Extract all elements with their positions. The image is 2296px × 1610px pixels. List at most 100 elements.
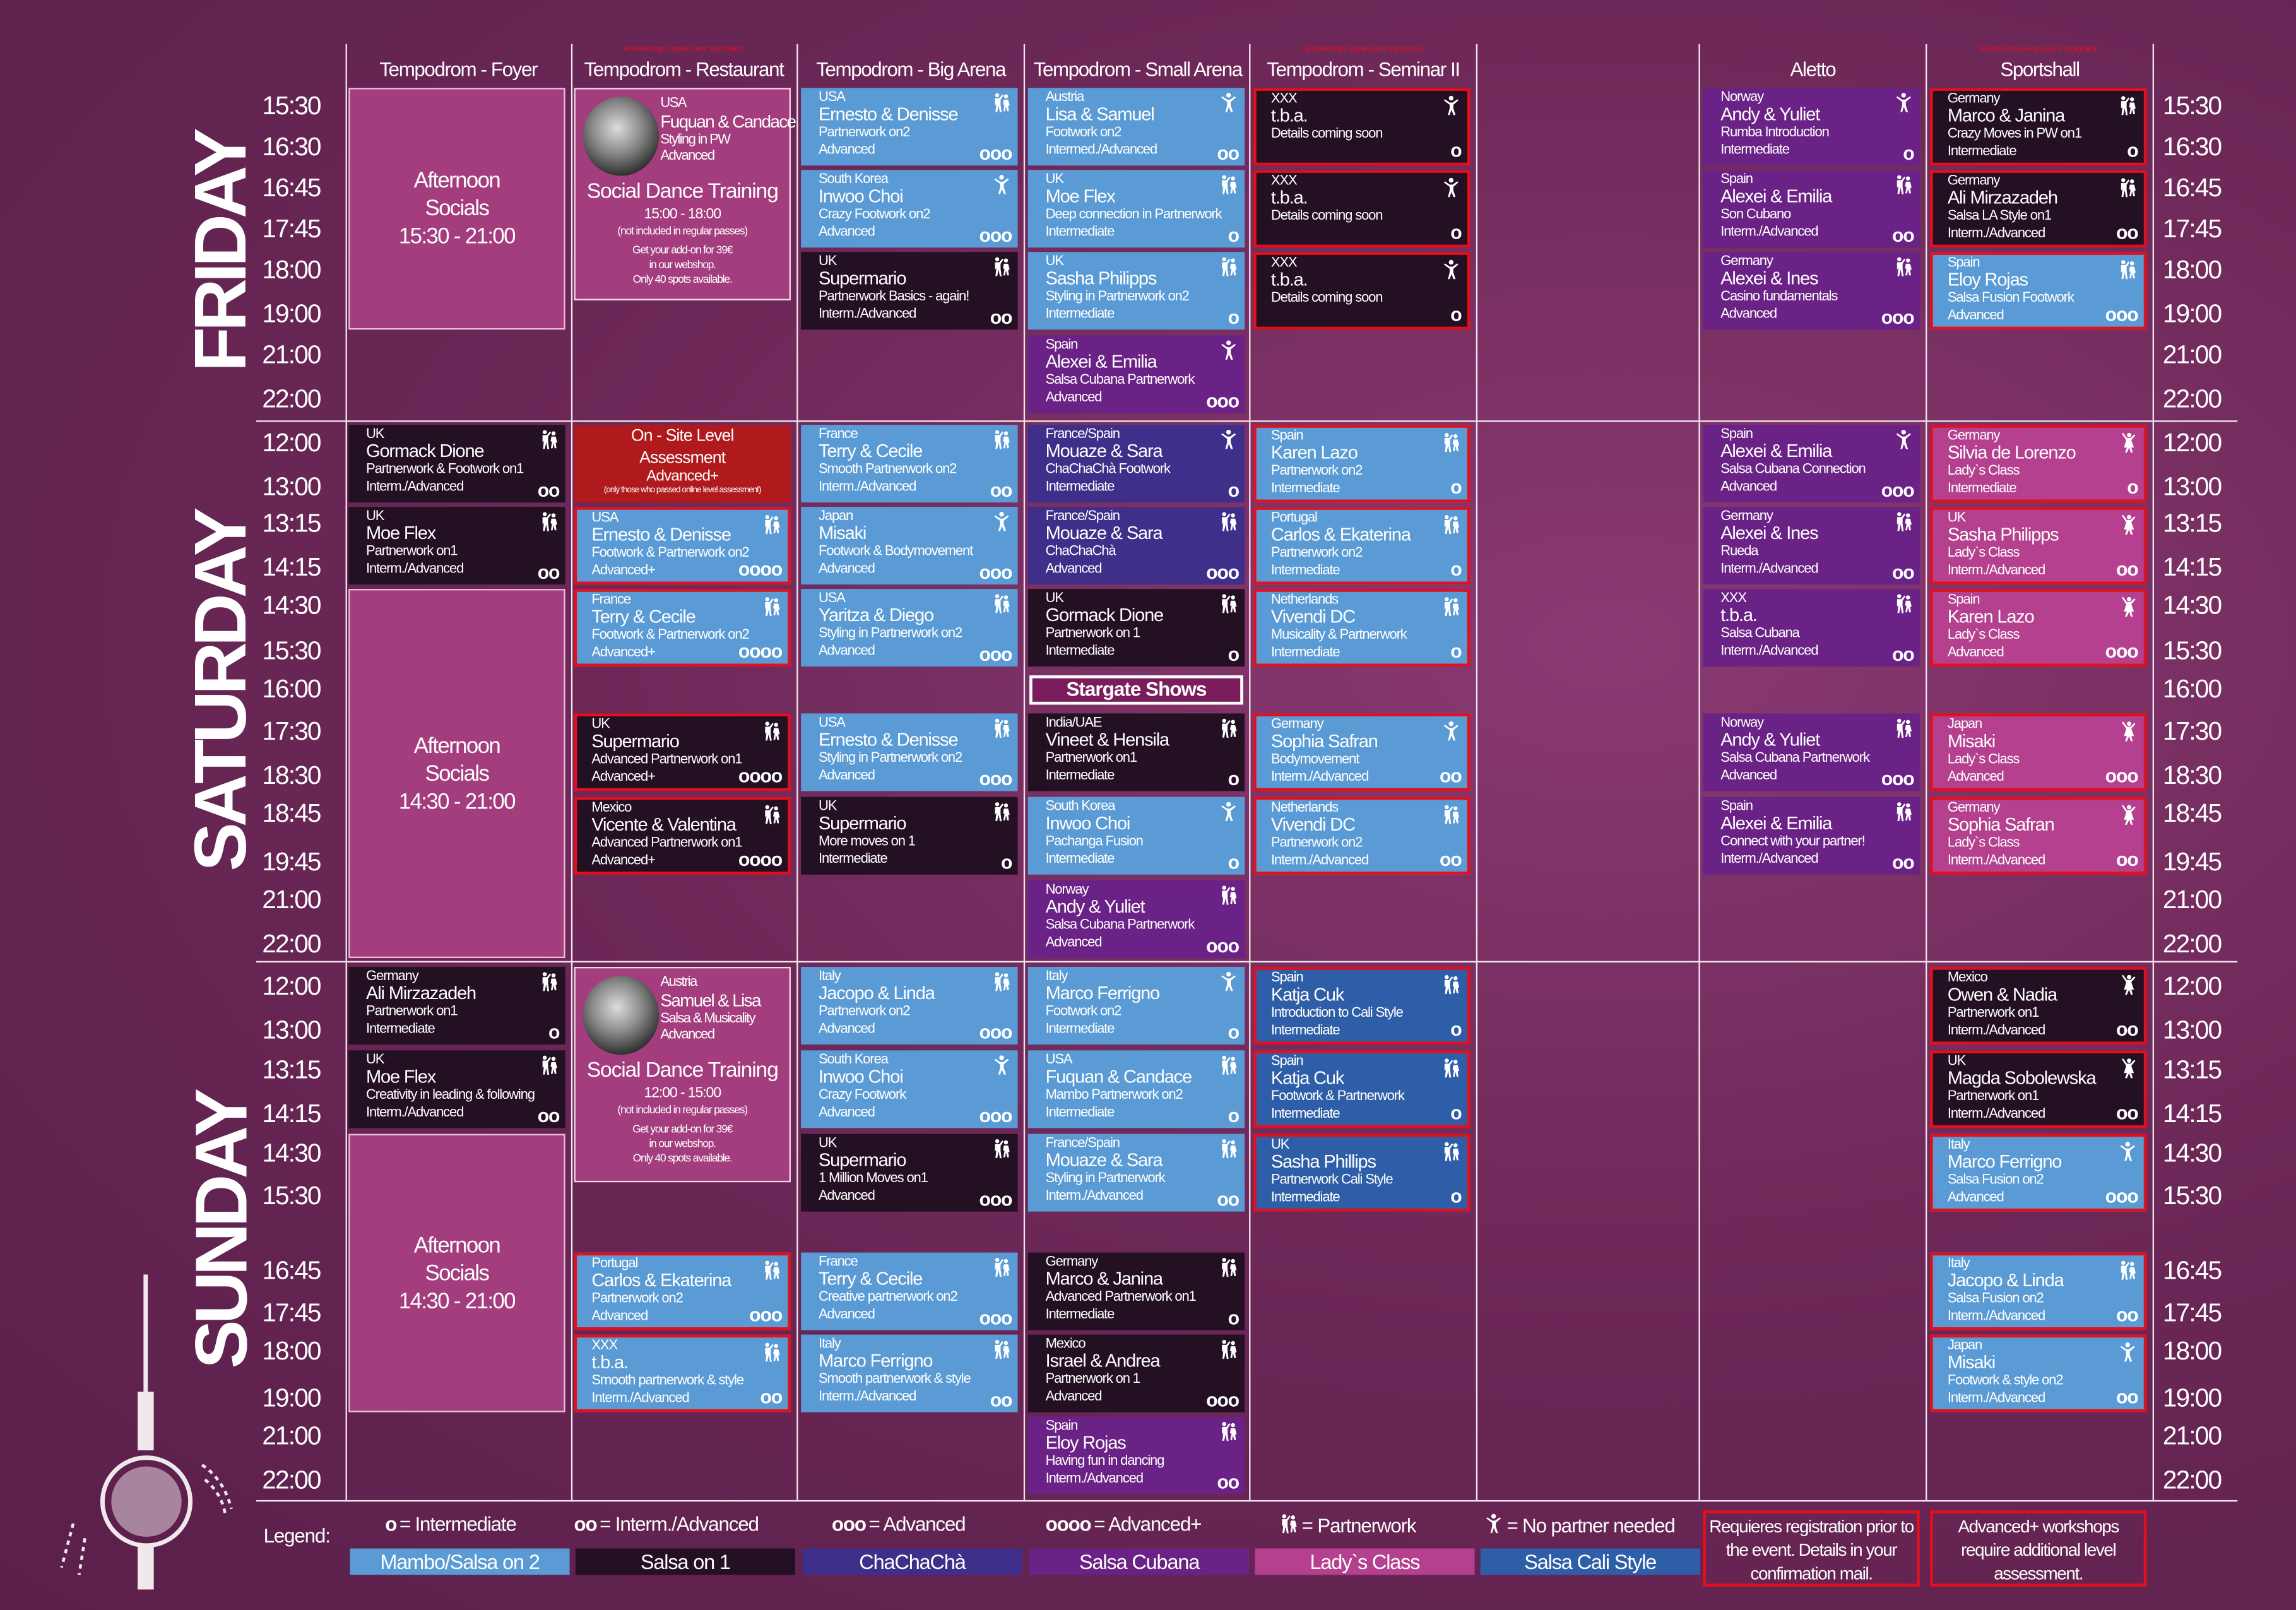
workshop-card[interactable]: USA Fuquan & Candace Mambo Partnerwork on2… <box>1027 1050 1245 1128</box>
workshop-card[interactable]: USA Ernesto & Denisse Styling in Partnerwo… <box>801 713 1018 791</box>
workshop-card[interactable]: Spain Eloy Rojas Having fun in dancing Inte… <box>1027 1416 1245 1495</box>
workshop-card[interactable]: Spain Eloy Rojas Salsa Fusion Footwork Adva… <box>1930 252 2147 330</box>
workshop-card[interactable]: USA Yaritza & Diego Styling in Partnerwork… <box>801 589 1018 667</box>
workshop-card[interactable]: UK Supermario More moves on 1 Intermediate o <box>801 796 1018 875</box>
workshop-card[interactable]: Portugal Carlos & Ekaterina Partnerwork on… <box>574 1252 791 1330</box>
workshop-card[interactable]: UK Supermario 1 Million Moves on1 Advanced o… <box>801 1134 1018 1212</box>
workshop-card[interactable]: Spain Karen Lazo Partnerwork on2 Intermedia… <box>1253 425 1471 503</box>
workshop-card[interactable]: USA Ernesto & Denisse Partnerwork on2 Advan… <box>801 88 1018 166</box>
workshop-card[interactable]: XXX t.b.a. Details coming soon o <box>1253 170 1471 248</box>
workshop-card[interactable]: USA Ernesto & Denisse Footwork & Partnerwo… <box>574 507 791 585</box>
workshop-country: Spain <box>1720 798 1753 815</box>
workshop-card[interactable]: Italy Marco Ferrigno Footwork on2 Intermedi… <box>1027 966 1245 1045</box>
workshop-title: Lady`s Class <box>1947 545 2020 562</box>
workshop-card[interactable]: Germany Sophia Safran Lady`s Class Interm./… <box>1930 796 2147 875</box>
workshop-card[interactable]: Spain Karen Lazo Lady`s Class Advanced ooo <box>1930 589 2147 667</box>
workshop-card[interactable]: France/Spain Mouaze & Sara Styling in Part… <box>1027 1134 1245 1212</box>
workshop-card[interactable]: Mexico Owen & Nadia Partnerwork on1 Interm.… <box>1930 966 2147 1045</box>
workshop-card[interactable]: Austria Lisa & Samuel Footwork on2 Intermed… <box>1027 88 1245 166</box>
workshop-card[interactable]: Italy Jacopo & Linda Partnerwork on2 Advanc… <box>801 966 1018 1045</box>
level-dots: o <box>1000 851 1013 873</box>
level-dots: oo <box>990 479 1013 501</box>
workshop-card[interactable]: Japan Misaki Footwork & Bodymovement Advanc… <box>801 507 1018 585</box>
level-dots: ooo <box>979 1188 1012 1210</box>
workshop-level: Interm./Advanced <box>1947 1022 2045 1039</box>
training-time: 15:00 - 18:00 <box>644 206 721 223</box>
partnerwork-icon <box>1279 1513 1299 1538</box>
workshop-card[interactable]: South Korea Inwoo Choi Pachanga Fusion Inte… <box>1027 796 1245 875</box>
workshop-card[interactable]: Germany Alexei & Ines Casino fundamentals A… <box>1703 252 1920 330</box>
workshop-level: Interm./Advanced <box>1947 1390 2045 1407</box>
workshop-level: Advanced+ <box>591 852 656 869</box>
workshop-card[interactable]: Norway Andy & Yuliet Rumba Introduction Int… <box>1703 88 1920 166</box>
workshop-card[interactable]: Norway Andy & Yuliet Salsa Cubana Partnerw… <box>1703 713 1920 791</box>
instructor-name: Terry & Cecile <box>818 441 923 462</box>
workshop-card[interactable]: XXX t.b.a. Details coming soon o <box>1253 252 1471 330</box>
workshop-card[interactable]: UK Moe Flex Creativity in leading & follow… <box>348 1050 565 1128</box>
workshop-card[interactable]: Japan Misaki Lady`s Class Advanced ooo <box>1930 713 2147 791</box>
workshop-card[interactable]: XXX t.b.a. Smooth partnerwork & style Inter… <box>574 1334 791 1412</box>
workshop-card[interactable]: UK Magda Sobolewska Partnerwork on1 Interm.… <box>1930 1050 2147 1128</box>
workshop-country: XXX <box>1270 90 1298 107</box>
spots-text: Only 40 spots available. <box>632 1151 733 1165</box>
level: Advanced <box>660 1027 715 1043</box>
workshop-card[interactable]: Netherlands Vivendi DC Musicality & Partne… <box>1253 589 1471 667</box>
level-dots: oo <box>2116 1101 2139 1124</box>
workshop-card[interactable]: UK Gormack Dione Partnerwork on 1 Intermedi… <box>1027 589 1245 667</box>
socials-line2: Socials <box>425 761 489 786</box>
workshop-card[interactable]: Spain Katja Cuk Introduction to Cali Style… <box>1253 966 1471 1045</box>
workshop-card[interactable]: XXX t.b.a. Salsa Cubana Interm./Advanced oo <box>1703 589 1920 667</box>
workshop-card[interactable]: France Terry & Cecile Smooth Partnerwork o… <box>801 425 1018 503</box>
workshop-card[interactable]: India/UAE Vineet & Hensila Partnerwork on1… <box>1027 713 1245 791</box>
workshop-title: Partnerwork on1 <box>366 1003 458 1020</box>
workshop-card[interactable]: France/Spain Mouaze & Sara ChaChaChà Footw… <box>1027 425 1245 503</box>
workshop-card[interactable]: Spain Katja Cuk Footwork & Partnerwork Inte… <box>1253 1050 1471 1128</box>
workshop-card[interactable]: UK Sasha Philipps Lady`s Class Interm./Adva… <box>1930 507 2147 585</box>
workshop-card[interactable]: Germany Alexei & Ines Rueda Interm./Advance… <box>1703 507 1920 585</box>
workshop-card[interactable]: France Terry & Cecile Creative partnerwork… <box>801 1252 1018 1330</box>
workshop-card[interactable]: UK Gormack Dione Partnerwork & Footwork on… <box>348 425 565 503</box>
social-dance-training-card[interactable]: Austria Samuel & Lisa Salsa & Musicality Ad… <box>574 966 791 1183</box>
legend-icon-partner: = Partnerwork <box>1279 1513 1417 1538</box>
instructor-name: Eloy Rojas <box>1947 269 2028 290</box>
workshop-card[interactable]: UK Supermario Partnerwork Basics - again! I… <box>801 252 1018 330</box>
workshop-card[interactable]: France/Spain Mouaze & Sara ChaChaChà Advanc… <box>1027 507 1245 585</box>
workshop-card[interactable]: Netherlands Vivendi DC Partnerwork on2 Inte… <box>1253 796 1471 875</box>
level-dots: oo <box>990 1388 1013 1411</box>
workshop-card[interactable]: Mexico Vicente & Valentina Advanced Partne… <box>574 796 791 875</box>
workshop-card[interactable]: Italy Marco Ferrigno Salsa Fusion on2 Advan… <box>1930 1134 2147 1212</box>
workshop-card[interactable]: UK Sasha Philipps Styling in Partnerwork o… <box>1027 252 1245 330</box>
workshop-card[interactable]: South Korea Inwoo Choi Crazy Footwork on2 A… <box>801 170 1018 248</box>
workshop-card[interactable]: Mexico Israel & Andrea Partnerwork on 1 Adv… <box>1027 1334 1245 1412</box>
workshop-card[interactable]: Spain Alexei & Emilia Connect with your pa… <box>1703 796 1920 875</box>
workshop-card[interactable]: Italy Jacopo & Linda Salsa Fusion on2 Inter… <box>1930 1252 2147 1330</box>
level-dots: oo <box>1217 142 1240 164</box>
workshop-card[interactable]: Italy Marco Ferrigno Smooth partnerwork & … <box>801 1334 1018 1412</box>
workshop-level: Advanced <box>1045 561 1103 577</box>
workshop-card[interactable]: Japan Misaki Footwork & style on2 Interm./A… <box>1930 1334 2147 1412</box>
workshop-card[interactable]: UK Moe Flex Deep connection in Partnerwork… <box>1027 170 1245 248</box>
workshop-level: Interm./Advanced <box>366 561 464 577</box>
workshop-card[interactable]: Germany Silvia de Lorenzo Lady`s Class Inte… <box>1930 425 2147 503</box>
workshop-card[interactable]: UK Moe Flex Partnerwork on1 Interm./Advance… <box>348 507 565 585</box>
social-dance-training-card[interactable]: USA Fuquan & Candace Styling in PW Advanced… <box>574 88 796 300</box>
workshop-card[interactable]: Spain Alexei & Emilia Salsa Cubana Connect… <box>1703 425 1920 503</box>
workshop-card[interactable]: Germany Marco & Janina Advanced Partnerwor… <box>1027 1252 1245 1330</box>
workshop-card[interactable]: UK Supermario Advanced Partnerwork on1 Adva… <box>574 713 791 791</box>
workshop-card[interactable]: UK Sasha Phillips Partnerwork Cali Style In… <box>1253 1134 1471 1212</box>
workshop-card[interactable]: Germany Ali Mirzazadeh Partnerwork on1 Inte… <box>348 966 565 1045</box>
workshop-card[interactable]: XXX t.b.a. Details coming soon o <box>1253 88 1471 166</box>
workshop-card[interactable]: Germany Ali Mirzazadeh Salsa LA Style on1 I… <box>1930 170 2147 248</box>
workshop-level: Intermediate <box>1270 644 1340 661</box>
workshop-card[interactable]: Norway Andy & Yuliet Salsa Cubana Partnerw… <box>1027 880 1245 959</box>
workshop-card[interactable]: France Terry & Cecile Footwork & Partnerwo… <box>574 589 791 667</box>
workshop-card[interactable]: Germany Marco & Janina Crazy Moves in PW o… <box>1930 88 2147 166</box>
workshop-card[interactable]: Portugal Carlos & Ekaterina Partnerwork on… <box>1253 507 1471 585</box>
workshop-card[interactable]: South Korea Inwoo Choi Crazy Footwork Advan… <box>801 1050 1018 1128</box>
workshop-country: UK <box>1045 171 1064 188</box>
workshop-card[interactable]: Germany Sophia Safran Bodymovement Interm./… <box>1253 713 1471 791</box>
workshop-card[interactable]: Spain Alexei & Emilia Son Cubano Interm./Ad… <box>1703 170 1920 248</box>
workshop-card[interactable]: Spain Alexei & Emilia Salsa Cubana Partner… <box>1027 335 1245 413</box>
legend-style-cali: Salsa Cali Style <box>1480 1548 1700 1575</box>
level-assessment-card[interactable]: On - Site Level Assessment Advanced+ (only … <box>574 425 791 503</box>
